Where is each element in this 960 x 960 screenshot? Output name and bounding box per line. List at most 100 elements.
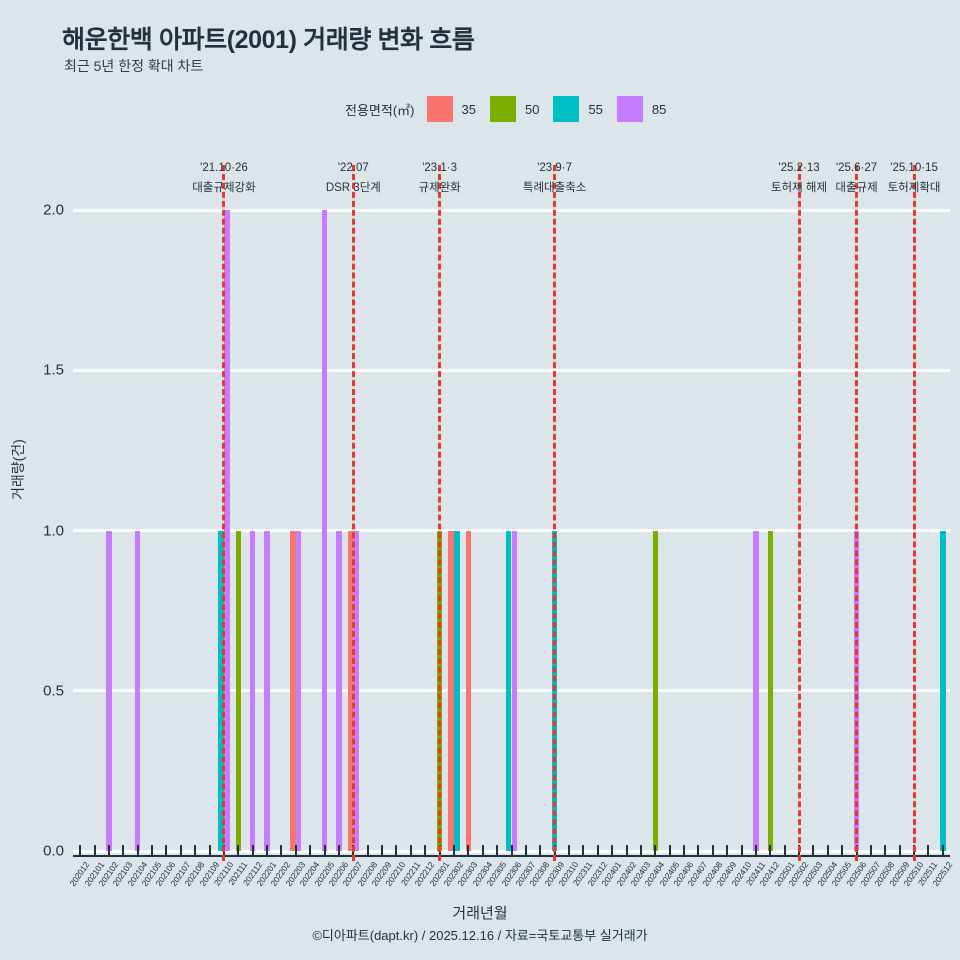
footer-credit: ©디아파트(dapt.kr) / 2025.12.16 / 자료=국토교통부 실… [312, 928, 648, 943]
x-tick [841, 845, 844, 856]
x-tick [611, 845, 614, 856]
y-tick-label: 1.5 [43, 361, 64, 379]
y-axis-title: 거래량(건) [10, 439, 26, 500]
x-tick [107, 845, 110, 856]
event-line [855, 165, 859, 861]
chart-subtitle: 최근 5년 한정 확대 차트 [64, 58, 204, 74]
x-tick [568, 845, 570, 856]
x-tick [898, 845, 901, 856]
x-tick [251, 845, 254, 856]
bar[interactable] [321, 210, 328, 851]
legend-label: 35 [461, 101, 476, 117]
bar[interactable] [336, 530, 342, 851]
x-tick [783, 845, 786, 856]
bar[interactable] [218, 530, 224, 851]
bar[interactable] [940, 530, 946, 851]
bar[interactable] [652, 530, 659, 851]
x-tick [582, 845, 585, 856]
x-tick [769, 845, 772, 856]
event-line [797, 165, 801, 861]
bar[interactable] [235, 530, 242, 851]
legend-item-50[interactable]: 50 [489, 96, 540, 122]
bar[interactable] [505, 530, 512, 851]
x-tick [136, 845, 139, 856]
x-tick [280, 845, 283, 856]
x-tick [826, 845, 829, 856]
event-date-label: '25.6·27 [835, 162, 878, 174]
x-tick [869, 845, 872, 856]
bar[interactable] [353, 530, 359, 851]
bar[interactable] [249, 530, 256, 851]
legend-label: 50 [524, 101, 540, 117]
x-tick [409, 845, 412, 856]
legend-label: 85 [651, 101, 667, 117]
x-tick [524, 845, 527, 856]
legend-item-35[interactable]: 35 [426, 96, 476, 122]
event-text-label: 대출규제 [835, 182, 878, 194]
x-tick [941, 845, 944, 856]
legend-swatch-85 [616, 96, 643, 122]
bar[interactable] [290, 530, 296, 851]
x-tick [754, 845, 757, 856]
bar[interactable] [106, 530, 112, 851]
x-tick [366, 845, 369, 856]
y-tick-label: 2.0 [43, 201, 64, 219]
bar[interactable] [465, 530, 472, 851]
x-tick [79, 845, 82, 856]
x-tick [122, 845, 125, 856]
event-text-label: 토허제확대 [887, 182, 941, 194]
event-date-label: '23.9·7 [537, 162, 573, 174]
event-text-label: 규제완화 [418, 182, 461, 194]
bar[interactable] [264, 530, 270, 851]
legend-label: 55 [588, 101, 603, 117]
gridline [73, 529, 950, 532]
legend-swatch-55 [553, 96, 580, 122]
plot-area [73, 208, 950, 853]
legend-swatch-35 [426, 96, 453, 122]
y-tick-label: 0.0 [43, 842, 64, 860]
x-tick [323, 845, 326, 856]
bar[interactable] [511, 530, 518, 851]
y-tick-label: 0.5 [43, 682, 64, 700]
x-tick [510, 845, 513, 856]
x-tick [151, 845, 154, 856]
x-tick [337, 845, 340, 856]
x-tick [381, 845, 384, 856]
x-axis-title: 거래년월 [452, 905, 508, 922]
bar[interactable] [224, 210, 230, 851]
x-tick [424, 845, 427, 856]
bar[interactable] [767, 530, 774, 851]
event-line [222, 165, 226, 861]
x-tick [208, 845, 211, 856]
legend-title: 전용면적(㎡) [345, 102, 415, 118]
x-tick [927, 845, 930, 856]
gridline [73, 208, 950, 212]
x-tick [294, 845, 297, 856]
x-tick [481, 845, 484, 856]
event-line [438, 165, 442, 861]
event-text-label: DSR 3단계 [325, 182, 381, 194]
x-tick [884, 845, 887, 856]
x-tick [452, 845, 455, 856]
event-line [912, 165, 916, 861]
x-tick [639, 845, 642, 856]
event-text-label: 토허제 해제 [770, 182, 828, 194]
x-tick [496, 845, 499, 856]
x-tick [654, 845, 657, 856]
bar[interactable] [295, 530, 302, 851]
bar[interactable] [448, 530, 454, 851]
x-tick [93, 845, 96, 856]
legend-item-85[interactable]: 85 [616, 96, 667, 122]
bar[interactable] [134, 530, 141, 851]
x-tick [165, 845, 168, 856]
legend-item-55[interactable]: 55 [553, 96, 603, 122]
event-date-label: '22.07 [337, 162, 369, 174]
bar[interactable] [753, 530, 759, 851]
x-tick [625, 845, 628, 856]
x-tick [309, 845, 312, 856]
event-date-label: '25.10·15 [890, 162, 938, 174]
x-tick [596, 845, 599, 856]
bar[interactable] [347, 530, 354, 851]
bar[interactable] [454, 530, 460, 851]
page-title: 해운한백 아파트(2001) 거래량 변화 흐름 [62, 26, 475, 54]
